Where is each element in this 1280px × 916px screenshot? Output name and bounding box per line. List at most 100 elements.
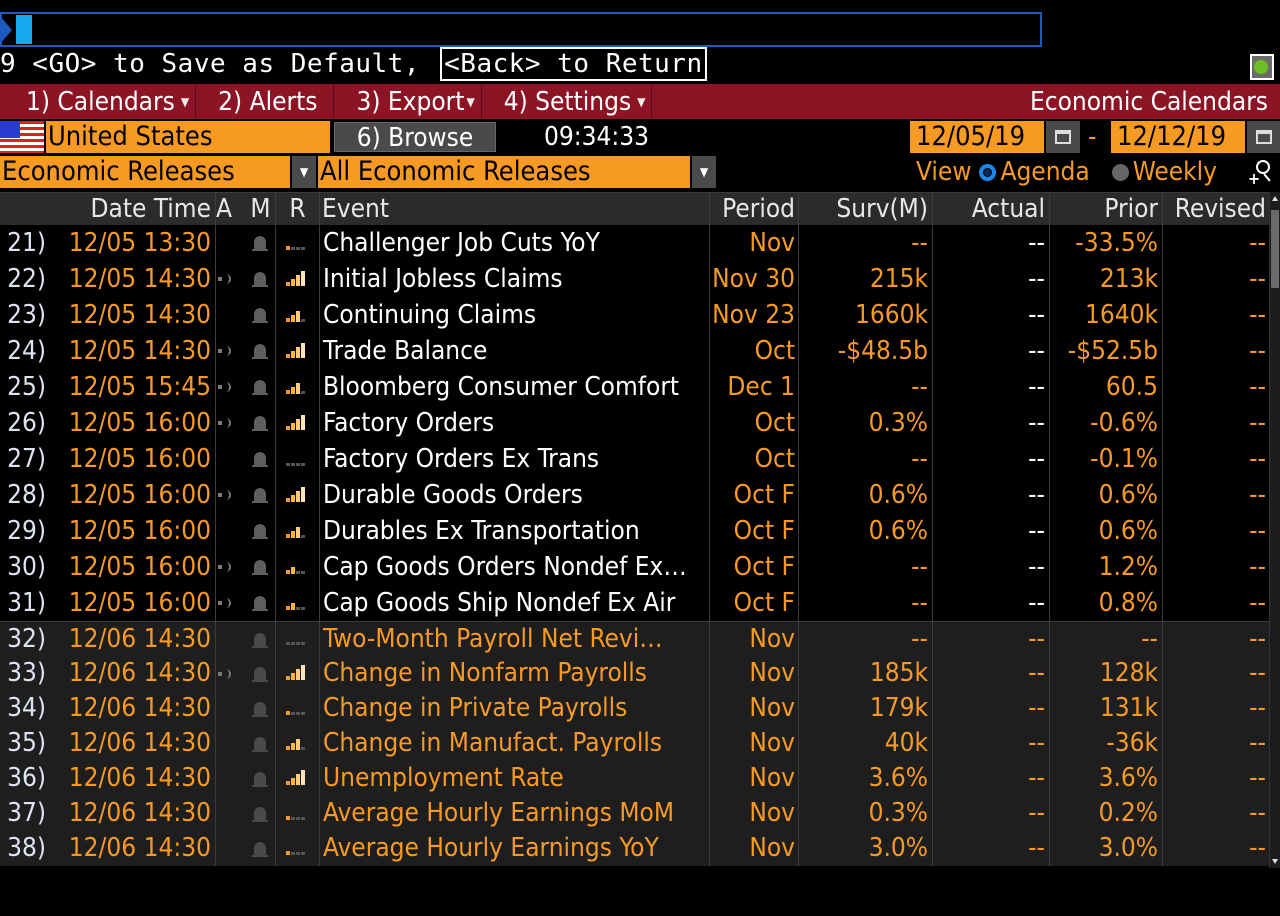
category-dropdown-button[interactable]: ▼ (292, 156, 316, 188)
bell-icon[interactable] (252, 452, 268, 467)
command-line-input[interactable] (0, 12, 1042, 47)
agenda-option-label[interactable]: Agenda (1000, 157, 1090, 187)
bell-icon[interactable] (252, 667, 268, 682)
header-prior[interactable]: Prior (1050, 193, 1163, 225)
speaker-icon[interactable] (218, 562, 232, 572)
table-row[interactable]: 30) 12/05 16:00 Cap Goods Orders Nondef Ex… (0, 549, 1269, 585)
row-event[interactable]: Cap Goods Orders Nondef Ex… (320, 549, 710, 585)
header-a[interactable]: A (216, 194, 232, 224)
bell-icon[interactable] (252, 308, 268, 323)
bell-icon[interactable] (252, 380, 268, 395)
row-number[interactable]: 32) (7, 624, 46, 654)
weekly-option-label[interactable]: Weekly (1132, 157, 1218, 187)
row-number[interactable]: 35) (7, 728, 46, 758)
bell-icon[interactable] (252, 702, 268, 717)
category-select[interactable]: Economic Releases (0, 156, 290, 188)
header-survey[interactable]: Surv(M) (799, 193, 933, 225)
back-to-return-link[interactable]: <Back> to Return (440, 47, 707, 81)
row-number[interactable]: 26) (7, 408, 46, 438)
row-number[interactable]: 33) (7, 658, 46, 688)
row-number[interactable]: 30) (7, 552, 46, 582)
row-event[interactable]: Average Hourly Earnings YoY (320, 831, 710, 866)
bell-icon[interactable] (252, 236, 268, 251)
scroll-up-arrow-icon[interactable] (1272, 196, 1278, 201)
speaker-icon[interactable] (218, 490, 232, 500)
table-row[interactable]: 27) 12/05 16:00 Factory Orders Ex Trans Oct… (0, 441, 1269, 477)
table-row[interactable]: 26) 12/05 16:00 Factory Orders Oct 0.3% -- -0.… (0, 405, 1269, 441)
scroll-down-arrow-icon[interactable] (1272, 859, 1278, 864)
speaker-icon[interactable] (218, 418, 232, 428)
row-event[interactable]: Continuing Claims (320, 297, 710, 333)
table-row[interactable]: 34) 12/06 14:30 Change in Private Payrolls… (0, 691, 1269, 726)
bell-icon[interactable] (252, 524, 268, 539)
row-number[interactable]: 31) (7, 588, 46, 618)
start-date-calendar-button[interactable] (1046, 121, 1080, 153)
row-number[interactable]: 29) (7, 516, 46, 546)
row-number[interactable]: 28) (7, 480, 46, 510)
table-row[interactable]: 31) 12/05 16:00 Cap Goods Ship Nondef Ex A… (0, 585, 1269, 621)
row-number[interactable]: 23) (7, 300, 46, 330)
bell-icon[interactable] (252, 842, 268, 857)
table-row[interactable]: 38) 12/06 14:30 Average Hourly Earnings Yo… (0, 831, 1269, 866)
row-number[interactable]: 34) (7, 693, 46, 723)
row-number[interactable]: 21) (7, 228, 46, 258)
speaker-icon[interactable] (218, 598, 232, 608)
bell-icon[interactable] (252, 416, 268, 431)
row-event[interactable]: Trade Balance (320, 333, 710, 369)
header-period[interactable]: Period (710, 193, 799, 225)
bell-icon[interactable] (252, 560, 268, 575)
bell-icon[interactable] (252, 737, 268, 752)
subcategory-select[interactable]: All Economic Releases (318, 156, 690, 188)
bell-icon[interactable] (252, 272, 268, 287)
table-row[interactable]: 37) 12/06 14:30 Average Hourly Earnings Mo… (0, 796, 1269, 831)
menu-calendars[interactable]: 1) Calendars ▼ (0, 84, 197, 119)
bell-icon[interactable] (252, 772, 268, 787)
row-event[interactable]: Unemployment Rate (320, 761, 710, 796)
row-number[interactable]: 37) (7, 798, 46, 828)
row-event[interactable]: Initial Jobless Claims (320, 261, 710, 297)
table-row[interactable]: 29) 12/05 16:00 Durables Ex Transportation… (0, 513, 1269, 549)
refresh-document-icon[interactable] (1248, 50, 1278, 82)
row-event[interactable]: Average Hourly Earnings MoM (320, 796, 710, 831)
row-event[interactable]: Cap Goods Ship Nondef Ex Air (320, 585, 710, 621)
row-number[interactable]: 27) (7, 444, 46, 474)
row-event[interactable]: Factory Orders (320, 405, 710, 441)
table-row[interactable]: 21) 12/05 13:30 Challenger Job Cuts YoY Nov… (0, 225, 1269, 261)
start-date-field[interactable]: 12/05/19 (910, 121, 1044, 153)
browse-button[interactable]: 6) Browse (334, 122, 496, 153)
table-row[interactable]: 35) 12/06 14:30 Change in Manufact. Payrol… (0, 726, 1269, 761)
bell-icon[interactable] (252, 807, 268, 822)
country-field[interactable]: United States (46, 121, 330, 153)
table-row[interactable]: 32) 12/06 14:30 Two-Month Payroll Net Revi… (0, 621, 1269, 656)
header-event[interactable]: Event (320, 193, 710, 225)
speaker-icon[interactable] (218, 669, 232, 679)
header-revised[interactable]: Revised (1174, 194, 1266, 224)
header-r[interactable]: R (276, 193, 320, 225)
end-date-field[interactable]: 12/12/19 (1111, 121, 1245, 153)
table-row[interactable]: 36) 12/06 14:30 Unemployment Rate Nov 3.6% --… (0, 761, 1269, 796)
row-event[interactable]: Two-Month Payroll Net Revi… (320, 622, 710, 656)
header-actual[interactable]: Actual (933, 193, 1050, 225)
bell-icon[interactable] (252, 596, 268, 611)
subcategory-dropdown-button[interactable]: ▼ (692, 156, 716, 188)
table-row[interactable]: 23) 12/05 14:30 Continuing Claims Nov 23 166… (0, 297, 1269, 333)
agenda-radio[interactable] (979, 163, 997, 181)
row-event[interactable]: Change in Manufact. Payrolls (320, 726, 710, 761)
bell-icon[interactable] (252, 344, 268, 359)
row-number[interactable]: 24) (7, 336, 46, 366)
row-event[interactable]: Challenger Job Cuts YoY (320, 225, 710, 261)
row-number[interactable]: 22) (7, 264, 46, 294)
table-row[interactable]: 33) 12/06 14:30 Change in Nonfarm Payrolls… (0, 656, 1269, 691)
zoom-in-icon[interactable]: + (1248, 159, 1276, 187)
speaker-icon[interactable] (218, 274, 232, 284)
menu-alerts[interactable]: 2) Alerts (196, 84, 335, 119)
table-row[interactable]: 22) 12/05 14:30 Initial Jobless Claims Nov … (0, 261, 1269, 297)
header-m[interactable]: M (246, 193, 276, 225)
row-event[interactable]: Change in Nonfarm Payrolls (320, 656, 710, 691)
menu-settings[interactable]: 4) Settings ▼ (482, 84, 653, 119)
scroll-thumb[interactable] (1271, 210, 1279, 288)
row-number[interactable]: 38) (7, 833, 46, 863)
table-row[interactable]: 25) 12/05 15:45 Bloomberg Consumer Comfort… (0, 369, 1269, 405)
end-date-calendar-button[interactable] (1247, 121, 1280, 153)
